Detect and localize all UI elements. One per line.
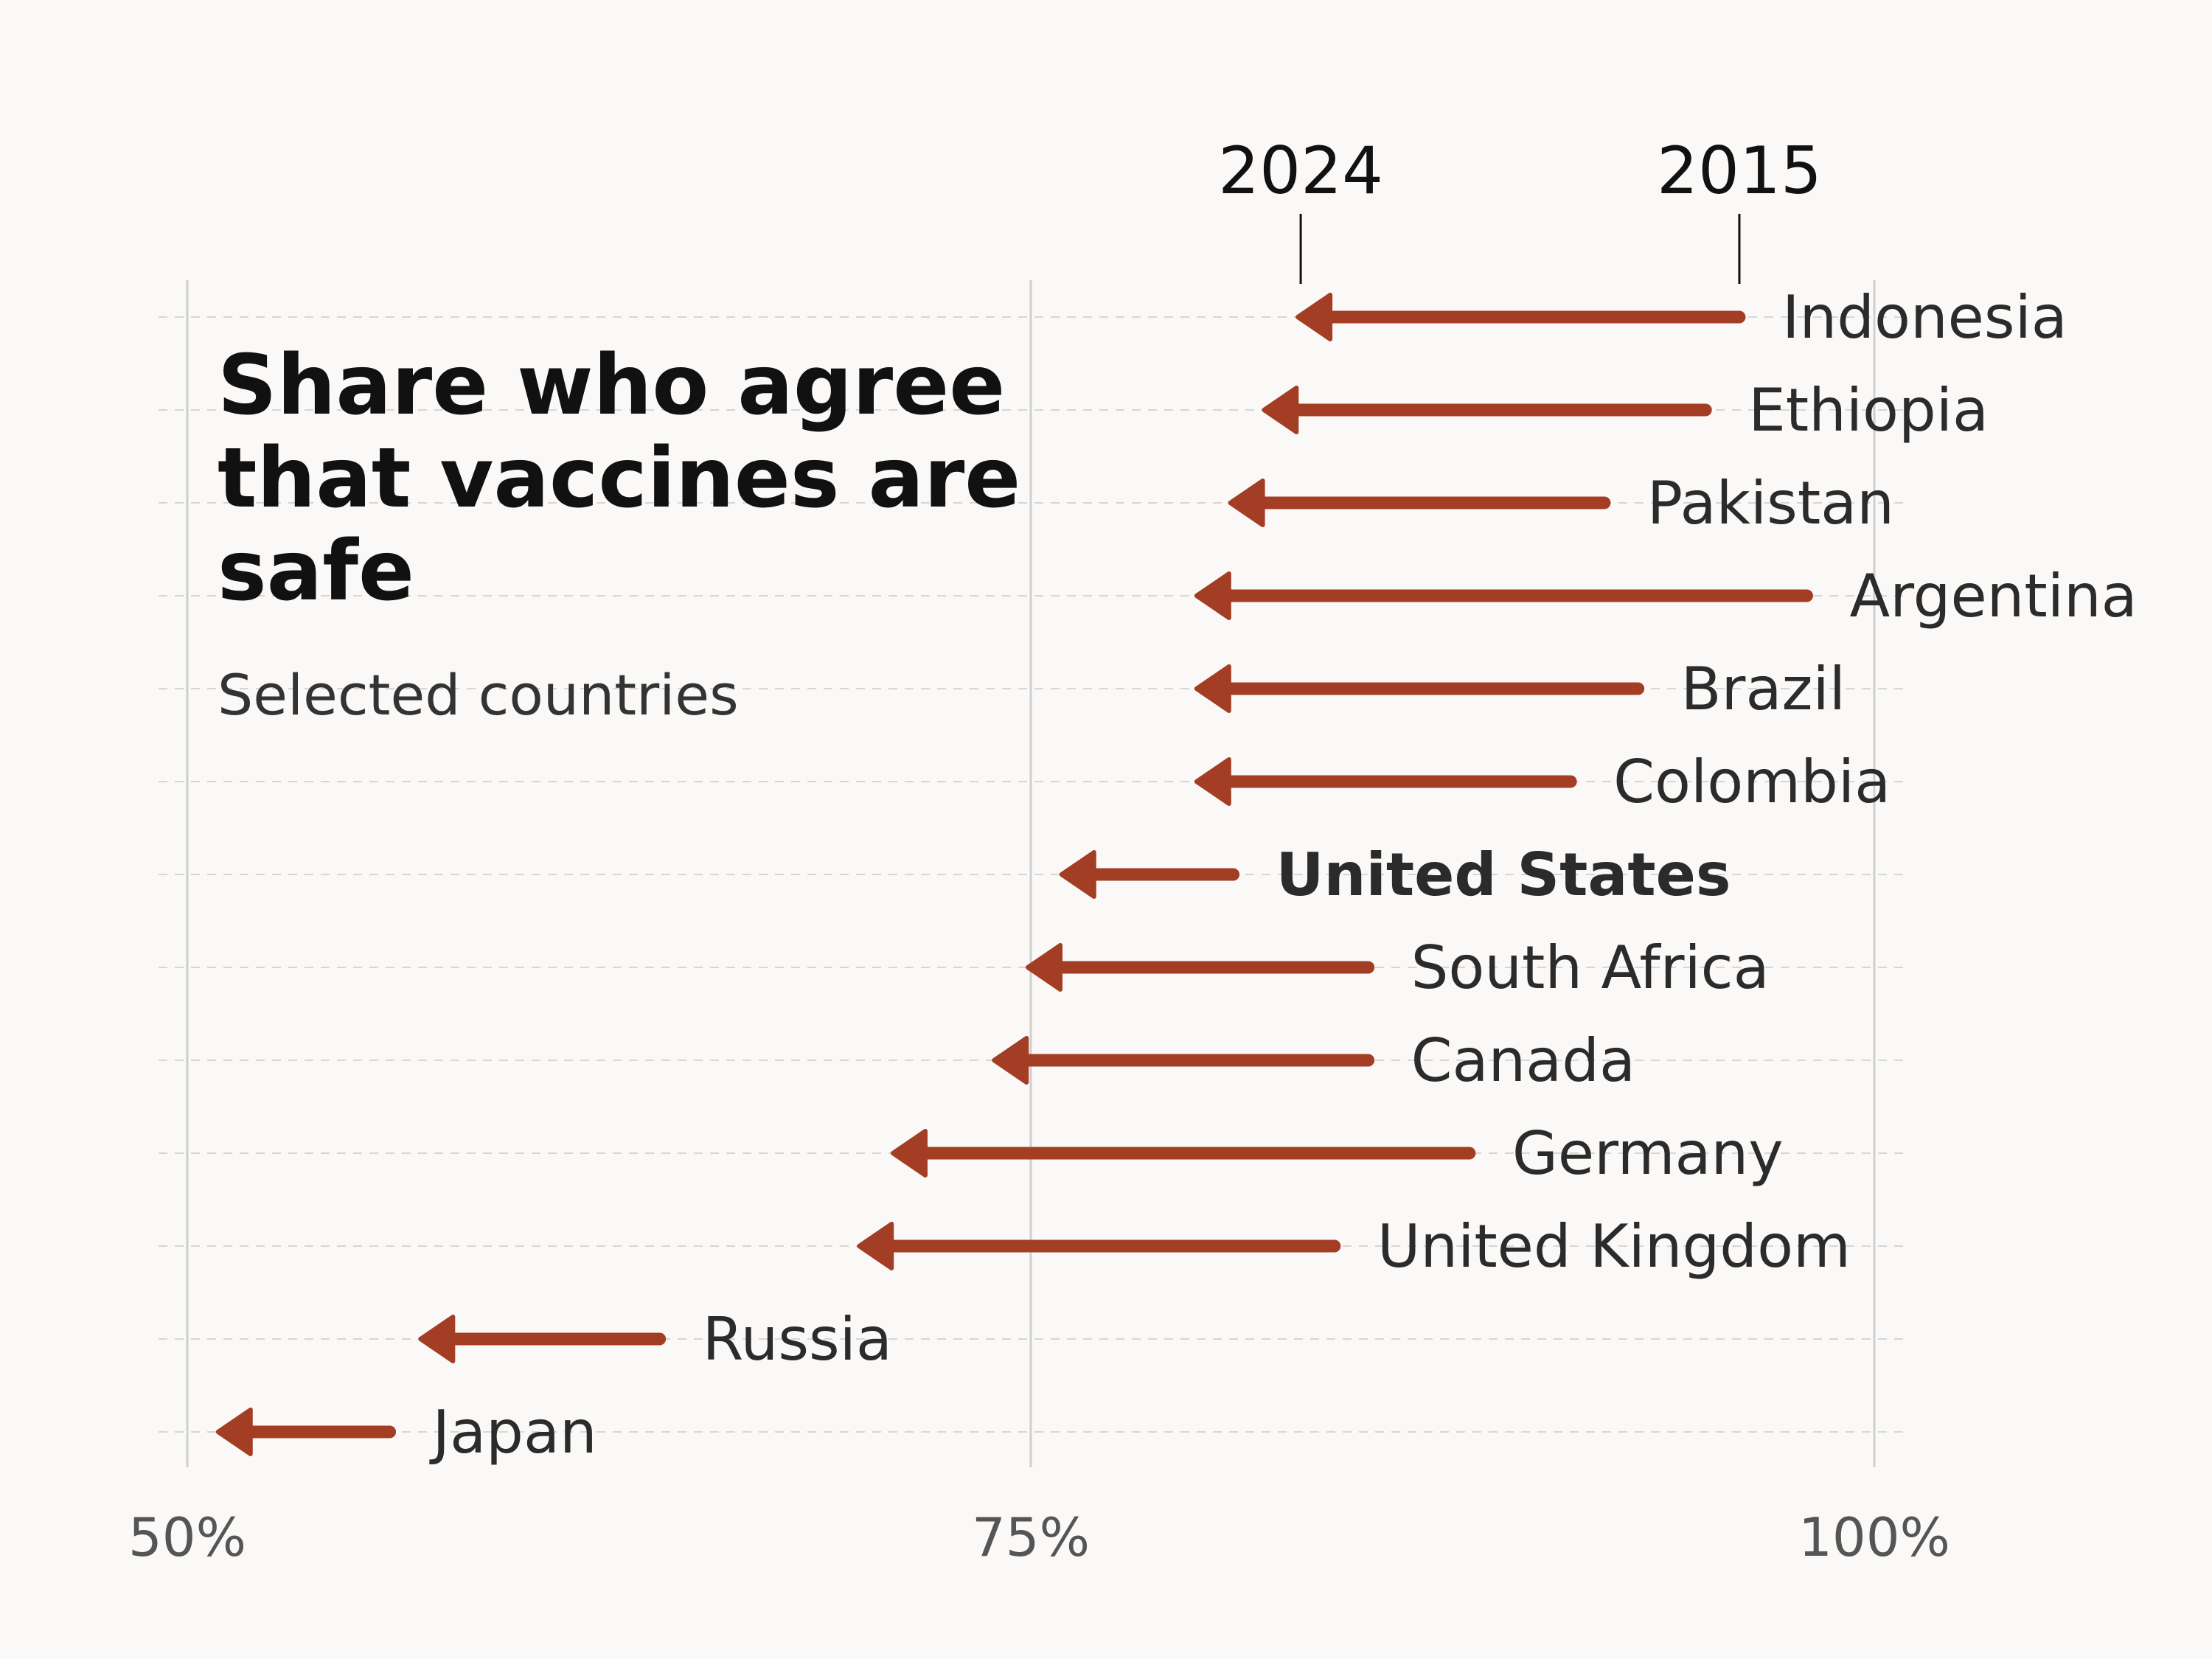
x-axis-tick-labels: 50% 75% 100% — [128, 1506, 1950, 1568]
arrow-head — [890, 1129, 928, 1178]
country-label: Colombia — [1613, 748, 1891, 816]
country-label: Indonesia — [1782, 283, 2067, 352]
country-label: Japan — [429, 1398, 597, 1467]
arrow-head — [1026, 943, 1062, 992]
legend-2024-label: 2024 — [1218, 133, 1383, 209]
country-label: Brazil — [1681, 655, 1846, 723]
arrow-head — [1059, 850, 1096, 899]
arrow-head — [992, 1036, 1029, 1085]
arrow-pakistan — [1228, 479, 1611, 527]
x-tick-label-0: 50% — [128, 1506, 246, 1568]
country-label: Pakistan — [1647, 469, 1894, 538]
chart-title: Share who agree that vaccines are safe — [218, 338, 1021, 619]
arrow-head — [215, 1408, 253, 1456]
arrow-argentina — [1194, 571, 1813, 620]
arrow-head — [1194, 664, 1231, 713]
arrow-head — [418, 1315, 456, 1363]
legend-2015-label: 2015 — [1657, 133, 1822, 209]
arrow-colombia — [1194, 757, 1577, 806]
arrow-head — [857, 1222, 894, 1270]
arrow-head — [1194, 757, 1231, 806]
arrow-head — [1262, 386, 1299, 434]
arrow-head — [1194, 571, 1231, 620]
chart-subtitle: Selected countries — [218, 662, 739, 728]
arrow-south-africa — [1026, 943, 1375, 992]
x-tick-label-2: 100% — [1798, 1506, 1950, 1568]
arrow-united-kingdom — [857, 1222, 1341, 1270]
country-label: Russia — [703, 1305, 892, 1374]
arrow-brazil — [1194, 664, 1645, 713]
arrow-united-states — [1059, 850, 1240, 899]
x-tick-label-1: 75% — [972, 1506, 1090, 1568]
country-label: Ethiopia — [1748, 376, 1989, 445]
vertical-gridlines — [186, 280, 1876, 1467]
arrow-canada — [992, 1036, 1375, 1085]
arrow-japan — [215, 1408, 397, 1456]
country-label: United States — [1276, 841, 1731, 909]
country-labels: Indonesia Ethiopia Pakistan ArgentinaBrazil… — [429, 283, 2138, 1467]
arrow-head — [1228, 479, 1265, 527]
country-label: United Kingdom — [1377, 1212, 1851, 1281]
arrow-russia — [418, 1315, 667, 1363]
arrow-head — [1295, 293, 1333, 341]
arrow-ethiopia — [1262, 386, 1712, 434]
arrow-indonesia — [1295, 293, 1746, 341]
year-legend: 2024 2015 — [1218, 133, 1822, 284]
country-label: Argentina — [1849, 562, 2137, 630]
arrow-germany — [890, 1129, 1476, 1178]
country-label: South Africa — [1411, 933, 1770, 1002]
country-label: Canada — [1411, 1026, 1635, 1095]
title-block: Share who agree that vaccines are safe S… — [218, 339, 1176, 728]
arrow-marks — [215, 293, 1813, 1456]
country-label: Germany — [1512, 1119, 1784, 1188]
